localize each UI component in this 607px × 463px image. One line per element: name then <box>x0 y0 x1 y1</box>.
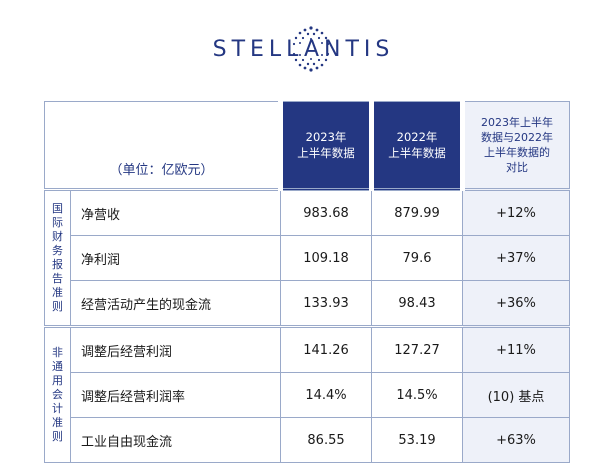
table-row: 调整后经营利润率 14.4% 14.5% (10) 基点 <box>45 372 571 418</box>
unit-label: （单位：亿欧元） <box>43 101 282 190</box>
value-2023: 141.26 <box>280 325 373 373</box>
value-comparison: +11% <box>462 325 571 373</box>
value-comparison: (10) 基点 <box>462 372 571 418</box>
value-comparison: +36% <box>462 280 571 327</box>
value-2023: 14.4% <box>280 372 373 418</box>
value-2022: 127.27 <box>371 325 464 373</box>
value-2023: 109.18 <box>280 235 373 281</box>
value-comparison: +12% <box>462 188 571 236</box>
value-2023: 86.55 <box>280 417 373 463</box>
row-label: 净营收 <box>69 188 282 236</box>
row-label: 调整后经营利润率 <box>69 372 282 418</box>
financial-results-table: （单位：亿欧元） 2023年 上半年数据 2022年 上半年数据 2023年上半… <box>43 101 571 463</box>
table-row: 非通用会计准则 调整后经营利润 141.26 127.27 +11% <box>44 325 571 463</box>
value-2023: 983.68 <box>280 188 373 236</box>
value-2022: 79.6 <box>371 235 464 281</box>
stellantis-emblem-icon <box>292 26 330 72</box>
value-2022: 879.99 <box>371 188 464 236</box>
column-header-2023: 2023年 上半年数据 <box>278 101 375 190</box>
value-comparison: +37% <box>462 235 571 281</box>
brand-wordmark: STELLANTIS <box>212 37 395 62</box>
column-header-2022: 2022年 上半年数据 <box>369 101 466 190</box>
value-2023: 133.93 <box>280 280 373 327</box>
column-header-comparison: 2023年上半年 数据与2022年 上半年数据的 对比 <box>462 101 571 190</box>
table-row: 工业自由现金流 86.55 53.19 +63% <box>45 417 571 463</box>
value-2022: 53.19 <box>371 417 464 463</box>
group-label-non-gaap: 非通用会计准则 <box>44 325 71 463</box>
row-label: 经营活动产生的现金流 <box>69 280 282 327</box>
table-row: 国际财务报告准则 净营收 983.68 879.99 +12% <box>44 188 571 327</box>
row-label: 工业自由现金流 <box>69 417 282 463</box>
brand-header: STELLANTIS <box>0 0 607 85</box>
table-row: 净利润 109.18 79.6 +37% <box>45 235 571 281</box>
table-row: 经营活动产生的现金流 133.93 98.43 +36% <box>45 280 571 327</box>
row-label: 调整后经营利润 <box>69 325 282 373</box>
value-comparison: +63% <box>462 417 571 463</box>
group-label-ifrs: 国际财务报告准则 <box>44 188 71 327</box>
value-2022: 14.5% <box>371 372 464 418</box>
value-2022: 98.43 <box>371 280 464 327</box>
row-label: 净利润 <box>69 235 282 281</box>
